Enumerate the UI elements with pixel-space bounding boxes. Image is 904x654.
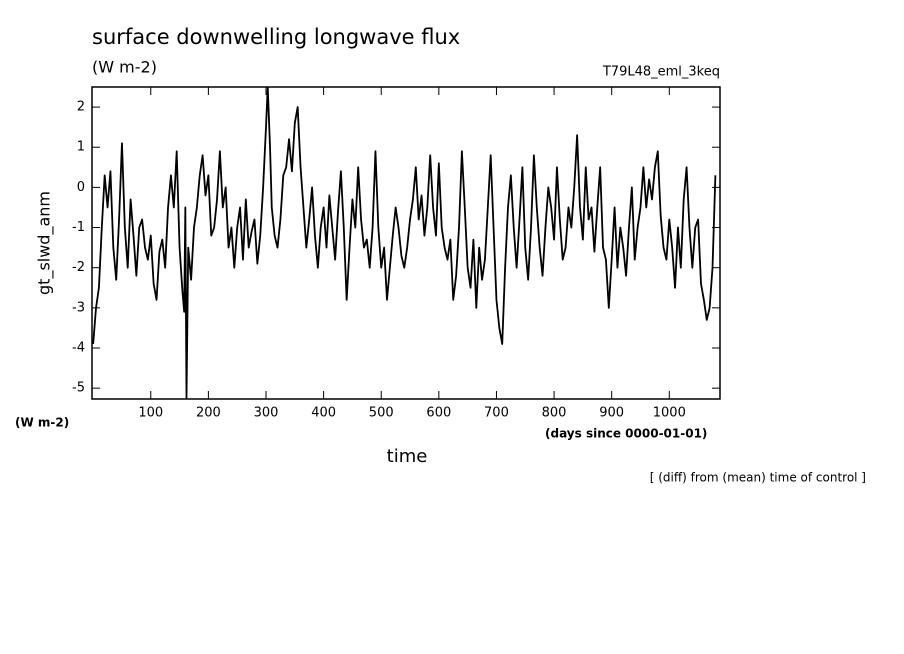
y-tick-label: 2 (77, 100, 85, 115)
x-tick-label: 600 (426, 406, 451, 421)
y-tick-label: -4 (72, 341, 85, 356)
data-line (92, 87, 717, 399)
x-axis-label: time (387, 446, 428, 467)
y-axis-label: gt_slwd_anm (35, 191, 55, 295)
y-tick-label: -2 (72, 260, 85, 275)
y-tick-label: 0 (77, 180, 85, 195)
x-tick-label: 100 (138, 406, 163, 421)
x-tick-label: 1000 (653, 406, 686, 421)
x-tick-label: 800 (542, 406, 567, 421)
plot-frame (91, 86, 721, 400)
y-tick-label: 1 (77, 140, 85, 155)
x-unit: (days since 0000-01-01) (545, 427, 707, 441)
x-tick-label: 500 (369, 406, 394, 421)
x-tick-label: 200 (196, 406, 221, 421)
y-unit: (W m-2) (15, 416, 69, 430)
x-tick-label: 400 (311, 406, 336, 421)
y-tick-label: -5 (72, 381, 85, 396)
chart-title: surface downwelling longwave flux (92, 25, 460, 49)
x-tick-label: 700 (484, 406, 509, 421)
y-tick-label: -1 (72, 220, 85, 235)
y-tick-label: -3 (72, 300, 85, 315)
subtitle: (W m-2) (92, 58, 157, 77)
x-tick-label: 900 (599, 406, 624, 421)
footnote: [ (diff) from (mean) time of control ] (650, 471, 866, 485)
x-tick-label: 300 (254, 406, 279, 421)
annotation: T79L48_eml_3keq (602, 65, 720, 80)
